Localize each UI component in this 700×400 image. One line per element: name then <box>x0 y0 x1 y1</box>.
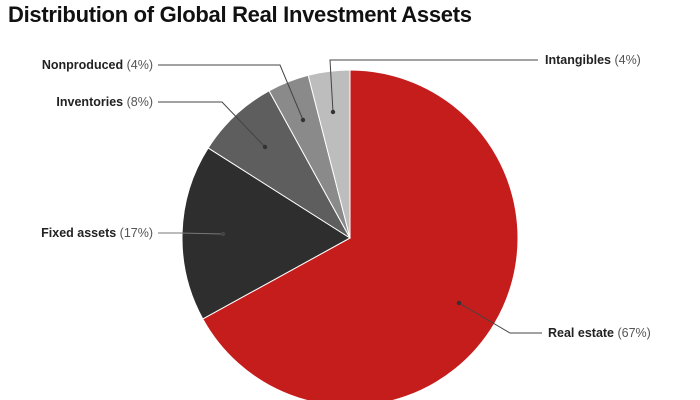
slice-label-name: Intangibles <box>545 53 614 67</box>
leader-line <box>458 302 542 334</box>
slice-label: Inventories (8%) <box>56 95 153 109</box>
slice-label-percent: (67%) <box>617 326 650 340</box>
slice-label-percent: (4%) <box>127 58 153 72</box>
leader-dot <box>456 300 462 306</box>
leader-dot <box>330 109 336 115</box>
chart-title: Distribution of Global Real Investment A… <box>8 2 472 27</box>
pie-slice-intangibles <box>307 69 351 239</box>
slice-label-name: Fixed assets <box>41 226 120 240</box>
slice-label-percent: (4%) <box>614 53 640 67</box>
slice-label: Fixed assets (17%) <box>41 226 153 240</box>
leader-line <box>158 101 266 148</box>
slice-label: Real estate (67%) <box>548 326 651 340</box>
leader-dot <box>220 231 226 237</box>
slice-label: Intangibles (4%) <box>545 53 641 67</box>
slice-label-percent: (8%) <box>127 95 153 109</box>
slice-label-name: Inventories <box>56 95 126 109</box>
leader-line <box>329 59 538 113</box>
slice-label-percent: (17%) <box>120 226 153 240</box>
leader-line <box>158 232 224 235</box>
leader-line <box>158 64 304 121</box>
slice-label-name: Real estate <box>548 326 617 340</box>
slice-label: Nonproduced (4%) <box>42 58 153 72</box>
slice-label-name: Nonproduced <box>42 58 127 72</box>
leader-dot <box>262 144 268 150</box>
leader-dot <box>300 117 306 123</box>
